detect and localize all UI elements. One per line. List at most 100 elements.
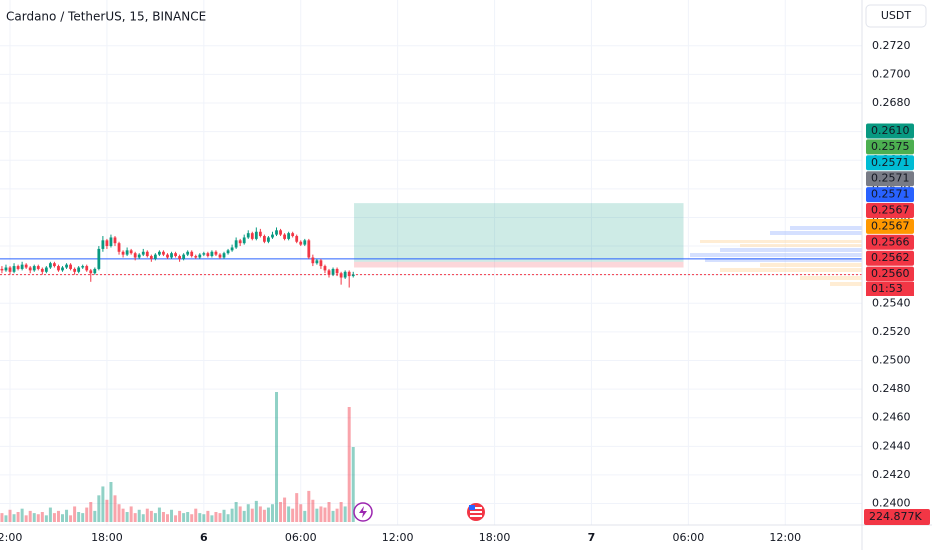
x-tick-label: 2:00 bbox=[0, 531, 22, 544]
candle-body bbox=[28, 267, 32, 271]
volume-bar bbox=[28, 510, 32, 522]
y-tick-label: 0.2680 bbox=[872, 96, 911, 109]
volume-bar bbox=[250, 508, 254, 522]
candle-body bbox=[97, 248, 101, 269]
candle-body bbox=[319, 260, 323, 267]
y-tick-label: 0.2720 bbox=[872, 39, 911, 52]
volume-bar bbox=[303, 510, 307, 522]
stop-zone bbox=[354, 261, 684, 268]
candle-body bbox=[347, 271, 351, 277]
y-tick-label: 0.2480 bbox=[872, 382, 911, 395]
candle-body bbox=[307, 240, 311, 258]
volume-bar bbox=[307, 490, 311, 522]
price-label: 0.2575 bbox=[871, 140, 910, 153]
volume-bar bbox=[56, 510, 60, 522]
candle-body bbox=[145, 251, 149, 257]
volume-bar bbox=[287, 506, 291, 522]
currency-label[interactable]: USDT bbox=[881, 9, 912, 22]
candle-body bbox=[57, 266, 60, 271]
candle-body bbox=[170, 253, 173, 258]
candle-body bbox=[246, 233, 250, 238]
volume-bar bbox=[65, 509, 69, 522]
volume-bar bbox=[198, 513, 202, 522]
volume-bar bbox=[61, 514, 65, 522]
candle-body bbox=[190, 251, 194, 257]
candle-body bbox=[61, 267, 64, 271]
candle-body bbox=[218, 254, 222, 258]
volume-bar bbox=[125, 512, 129, 522]
flag-stripe bbox=[470, 507, 482, 509]
x-tick-label: 06:00 bbox=[285, 531, 317, 544]
price-label: 0.2571 bbox=[871, 156, 910, 169]
price-label: 0.2566 bbox=[871, 235, 910, 248]
countdown-box bbox=[866, 282, 914, 296]
profile-bar bbox=[760, 263, 862, 267]
candle-body bbox=[0, 268, 4, 271]
volume-bar bbox=[101, 486, 105, 522]
candle-body bbox=[234, 240, 238, 248]
price-label: 0.2610 bbox=[871, 124, 910, 137]
volume-bar bbox=[0, 513, 4, 522]
candle-body bbox=[32, 266, 36, 271]
volume-bar bbox=[279, 502, 283, 522]
volume-bar bbox=[20, 508, 24, 522]
volume-bar bbox=[141, 514, 145, 522]
volume-bar bbox=[69, 515, 73, 522]
volume-bar bbox=[44, 515, 48, 522]
candle-body bbox=[267, 237, 270, 242]
volume-bar bbox=[327, 502, 331, 522]
candle-body bbox=[69, 264, 72, 269]
plot-area bbox=[0, 203, 862, 522]
volume-bar bbox=[161, 512, 165, 522]
volume-bar bbox=[242, 510, 246, 522]
candle-body bbox=[12, 266, 16, 272]
candle-body bbox=[315, 260, 319, 264]
candle-body bbox=[331, 268, 335, 275]
volume-bar bbox=[323, 507, 327, 522]
y-tick-label: 0.2540 bbox=[872, 296, 911, 309]
volume-bar bbox=[117, 504, 121, 522]
event-icon-bolt bbox=[359, 506, 367, 518]
candle-body bbox=[174, 253, 177, 257]
candle-body bbox=[24, 264, 28, 268]
grid bbox=[0, 0, 862, 525]
y-tick-label: 0.2460 bbox=[872, 411, 911, 424]
candle-body bbox=[162, 251, 165, 255]
volume-bar bbox=[97, 495, 101, 522]
volume-bar bbox=[343, 506, 347, 522]
volume-bar bbox=[93, 510, 97, 522]
volume-bar bbox=[81, 513, 85, 522]
volume-bar bbox=[222, 509, 226, 522]
x-tick-label: 12:00 bbox=[769, 531, 801, 544]
candle-body bbox=[194, 256, 198, 258]
candle-body bbox=[129, 250, 133, 254]
volume-bar bbox=[246, 504, 250, 522]
price-label: 0.2560 bbox=[871, 267, 910, 280]
candle-body bbox=[81, 266, 85, 268]
x-tick-label: 18:00 bbox=[91, 531, 123, 544]
price-label: 0.2571 bbox=[871, 188, 910, 201]
price-label-box bbox=[866, 203, 914, 218]
candle-body bbox=[323, 266, 327, 271]
candle-body bbox=[101, 240, 105, 249]
volume-bar bbox=[190, 514, 194, 522]
price-label: 0.2571 bbox=[871, 172, 910, 185]
volume-bar bbox=[16, 512, 20, 522]
candle-body bbox=[73, 268, 77, 272]
candle-body bbox=[48, 263, 52, 268]
y-tick-label: 0.2700 bbox=[872, 67, 911, 80]
volume-bar bbox=[214, 512, 218, 522]
candle-body bbox=[158, 251, 161, 255]
candle-body bbox=[166, 254, 169, 258]
x-tick-label: 12:00 bbox=[382, 531, 414, 544]
candle-body bbox=[149, 256, 153, 259]
chart-title: Cardano / TetherUS, 15, BINANCE bbox=[6, 10, 206, 24]
currency-button[interactable] bbox=[865, 4, 927, 28]
volume-bar bbox=[331, 510, 335, 522]
candle-body bbox=[109, 237, 113, 247]
candle-body bbox=[210, 251, 214, 257]
price-label-box bbox=[866, 139, 914, 155]
volume-bar bbox=[109, 482, 113, 522]
